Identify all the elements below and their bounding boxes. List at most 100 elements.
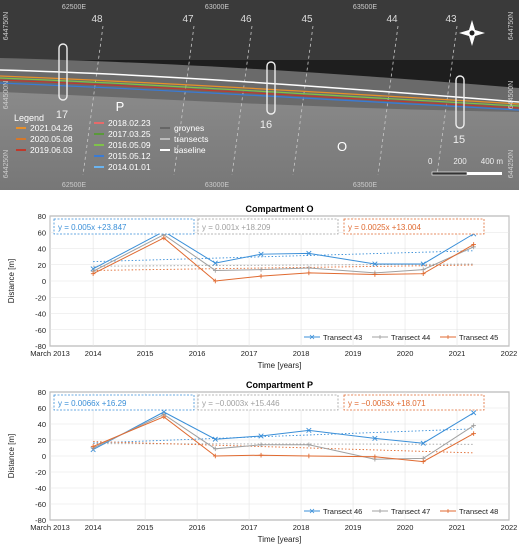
transect-number: 45 bbox=[301, 14, 313, 25]
transect-number: 43 bbox=[445, 14, 457, 25]
x-tick-label: 2016 bbox=[189, 523, 206, 532]
data-point bbox=[471, 410, 477, 416]
marker-stroke bbox=[420, 261, 426, 267]
data-point bbox=[258, 452, 264, 458]
y-tick-label: 0 bbox=[42, 277, 46, 286]
map-x-tick: 63000E bbox=[205, 182, 229, 189]
scale-label: 200 bbox=[453, 157, 467, 166]
legend-label: baseline bbox=[174, 145, 206, 155]
y-tick-label: -20 bbox=[35, 293, 46, 302]
map-y-tick: 644250N bbox=[508, 150, 515, 178]
transect-line bbox=[377, 25, 399, 176]
x-tick-label: 2022 bbox=[501, 349, 518, 358]
map-x-tick: 63500E bbox=[353, 182, 377, 189]
data-point bbox=[212, 260, 218, 266]
legend-label: Transect 47 bbox=[391, 507, 430, 516]
trend-equation-box bbox=[197, 218, 339, 235]
transect-line bbox=[231, 25, 253, 176]
data-point bbox=[213, 278, 218, 284]
sea-area bbox=[0, 92, 519, 190]
x-tick-label: 2018 bbox=[293, 349, 310, 358]
chart-compartment-p: Compartment P -80 -60 -40 -20 0 20 40 60 80 March … bbox=[7, 380, 518, 544]
trend-equation: y = 0.0025x +13.004 bbox=[348, 223, 422, 232]
y-tick-label: -40 bbox=[35, 310, 46, 319]
groyne-label: 17 bbox=[56, 109, 68, 121]
trend-equation: y = 0.001x +18.209 bbox=[202, 223, 271, 232]
marker-stroke bbox=[212, 436, 218, 442]
marker-stroke bbox=[372, 261, 378, 267]
x-tick-label: 2022 bbox=[501, 523, 518, 532]
x-tick-label: 2017 bbox=[241, 523, 258, 532]
transect-line bbox=[173, 25, 195, 176]
data-point bbox=[420, 267, 426, 272]
x-tick-label: 2019 bbox=[345, 349, 362, 358]
y-tick-label: 40 bbox=[38, 245, 46, 254]
transect-number: 47 bbox=[182, 14, 194, 25]
legend-label: Transect 43 bbox=[323, 333, 362, 342]
chart-compartment-o: Compartment O -80 -60 -40 -20 0 20 40 60 80 March … bbox=[7, 204, 518, 370]
data-point bbox=[212, 436, 218, 442]
y-tick-label: 20 bbox=[38, 436, 46, 445]
map-x-tick: 63500E bbox=[353, 4, 377, 11]
x-tick-label: 2017 bbox=[241, 349, 258, 358]
data-point bbox=[161, 414, 167, 420]
vegetation-area bbox=[0, 0, 519, 60]
map-y-tick: 644500N bbox=[3, 81, 10, 109]
trend-equation-box bbox=[197, 394, 339, 411]
x-tick-label: March 2013 bbox=[30, 349, 70, 358]
legend-label: Transect 48 bbox=[459, 507, 498, 516]
trend-line bbox=[93, 250, 474, 263]
trend-equation: y = 0.005x +23.847 bbox=[58, 223, 127, 232]
data-point bbox=[258, 251, 264, 257]
data-point bbox=[306, 265, 312, 271]
map-x-tick: 62500E bbox=[62, 4, 86, 11]
legend-label: Transect 45 bbox=[459, 333, 498, 342]
data-point bbox=[420, 271, 426, 276]
data-point bbox=[161, 409, 167, 415]
legend-label: 2015.05.12 bbox=[108, 151, 151, 161]
scale-label: 0 bbox=[428, 157, 433, 166]
data-point bbox=[306, 427, 312, 434]
map-y-tick: 644500N bbox=[508, 81, 515, 109]
data-point bbox=[306, 453, 312, 459]
trend-equation-box bbox=[53, 394, 195, 411]
transect-line bbox=[292, 25, 314, 176]
trend-equation: y = −0.0003x +15.446 bbox=[202, 399, 280, 408]
data-point bbox=[161, 235, 167, 241]
marker-stroke bbox=[258, 433, 264, 439]
data-point bbox=[306, 250, 312, 256]
chart-title: Compartment P bbox=[246, 380, 313, 390]
y-axis-label: Distance [m] bbox=[7, 434, 16, 478]
x-tick-label: 2014 bbox=[85, 523, 102, 532]
legend-label: 2020.05.08 bbox=[30, 134, 73, 144]
data-point bbox=[420, 261, 426, 267]
transect-lines bbox=[82, 25, 458, 176]
map-y-tick: 644750N bbox=[508, 12, 515, 40]
x-tick-label: 2015 bbox=[137, 349, 154, 358]
marker-stroke bbox=[258, 251, 264, 257]
data-point bbox=[420, 459, 426, 464]
trend-equation-box bbox=[53, 218, 195, 235]
trend-line bbox=[93, 264, 474, 271]
x-tick-label: 2020 bbox=[397, 523, 414, 532]
trend-line bbox=[93, 428, 474, 444]
data-point bbox=[258, 273, 264, 279]
y-tick-label: 40 bbox=[38, 420, 46, 429]
y-tick-label: -80 bbox=[35, 342, 46, 351]
marker-stroke bbox=[212, 260, 218, 266]
groyne-label: 15 bbox=[453, 134, 465, 146]
y-tick-label: 80 bbox=[38, 212, 46, 221]
legend-label: groynes bbox=[174, 123, 204, 133]
y-tick-label: 0 bbox=[42, 452, 46, 461]
legend-label: 2016.05.09 bbox=[108, 140, 151, 150]
data-point bbox=[213, 453, 218, 459]
y-tick-label: -60 bbox=[35, 500, 46, 509]
compartment-label: O bbox=[337, 139, 347, 154]
legend-label: 2018.02.23 bbox=[108, 118, 151, 128]
transect-number: 44 bbox=[386, 14, 398, 25]
trend-line bbox=[93, 443, 474, 445]
marker-stroke bbox=[420, 440, 426, 446]
data-point bbox=[420, 440, 426, 446]
north-arrow-icon bbox=[459, 20, 485, 46]
map-y-tick: 644250N bbox=[3, 150, 10, 178]
